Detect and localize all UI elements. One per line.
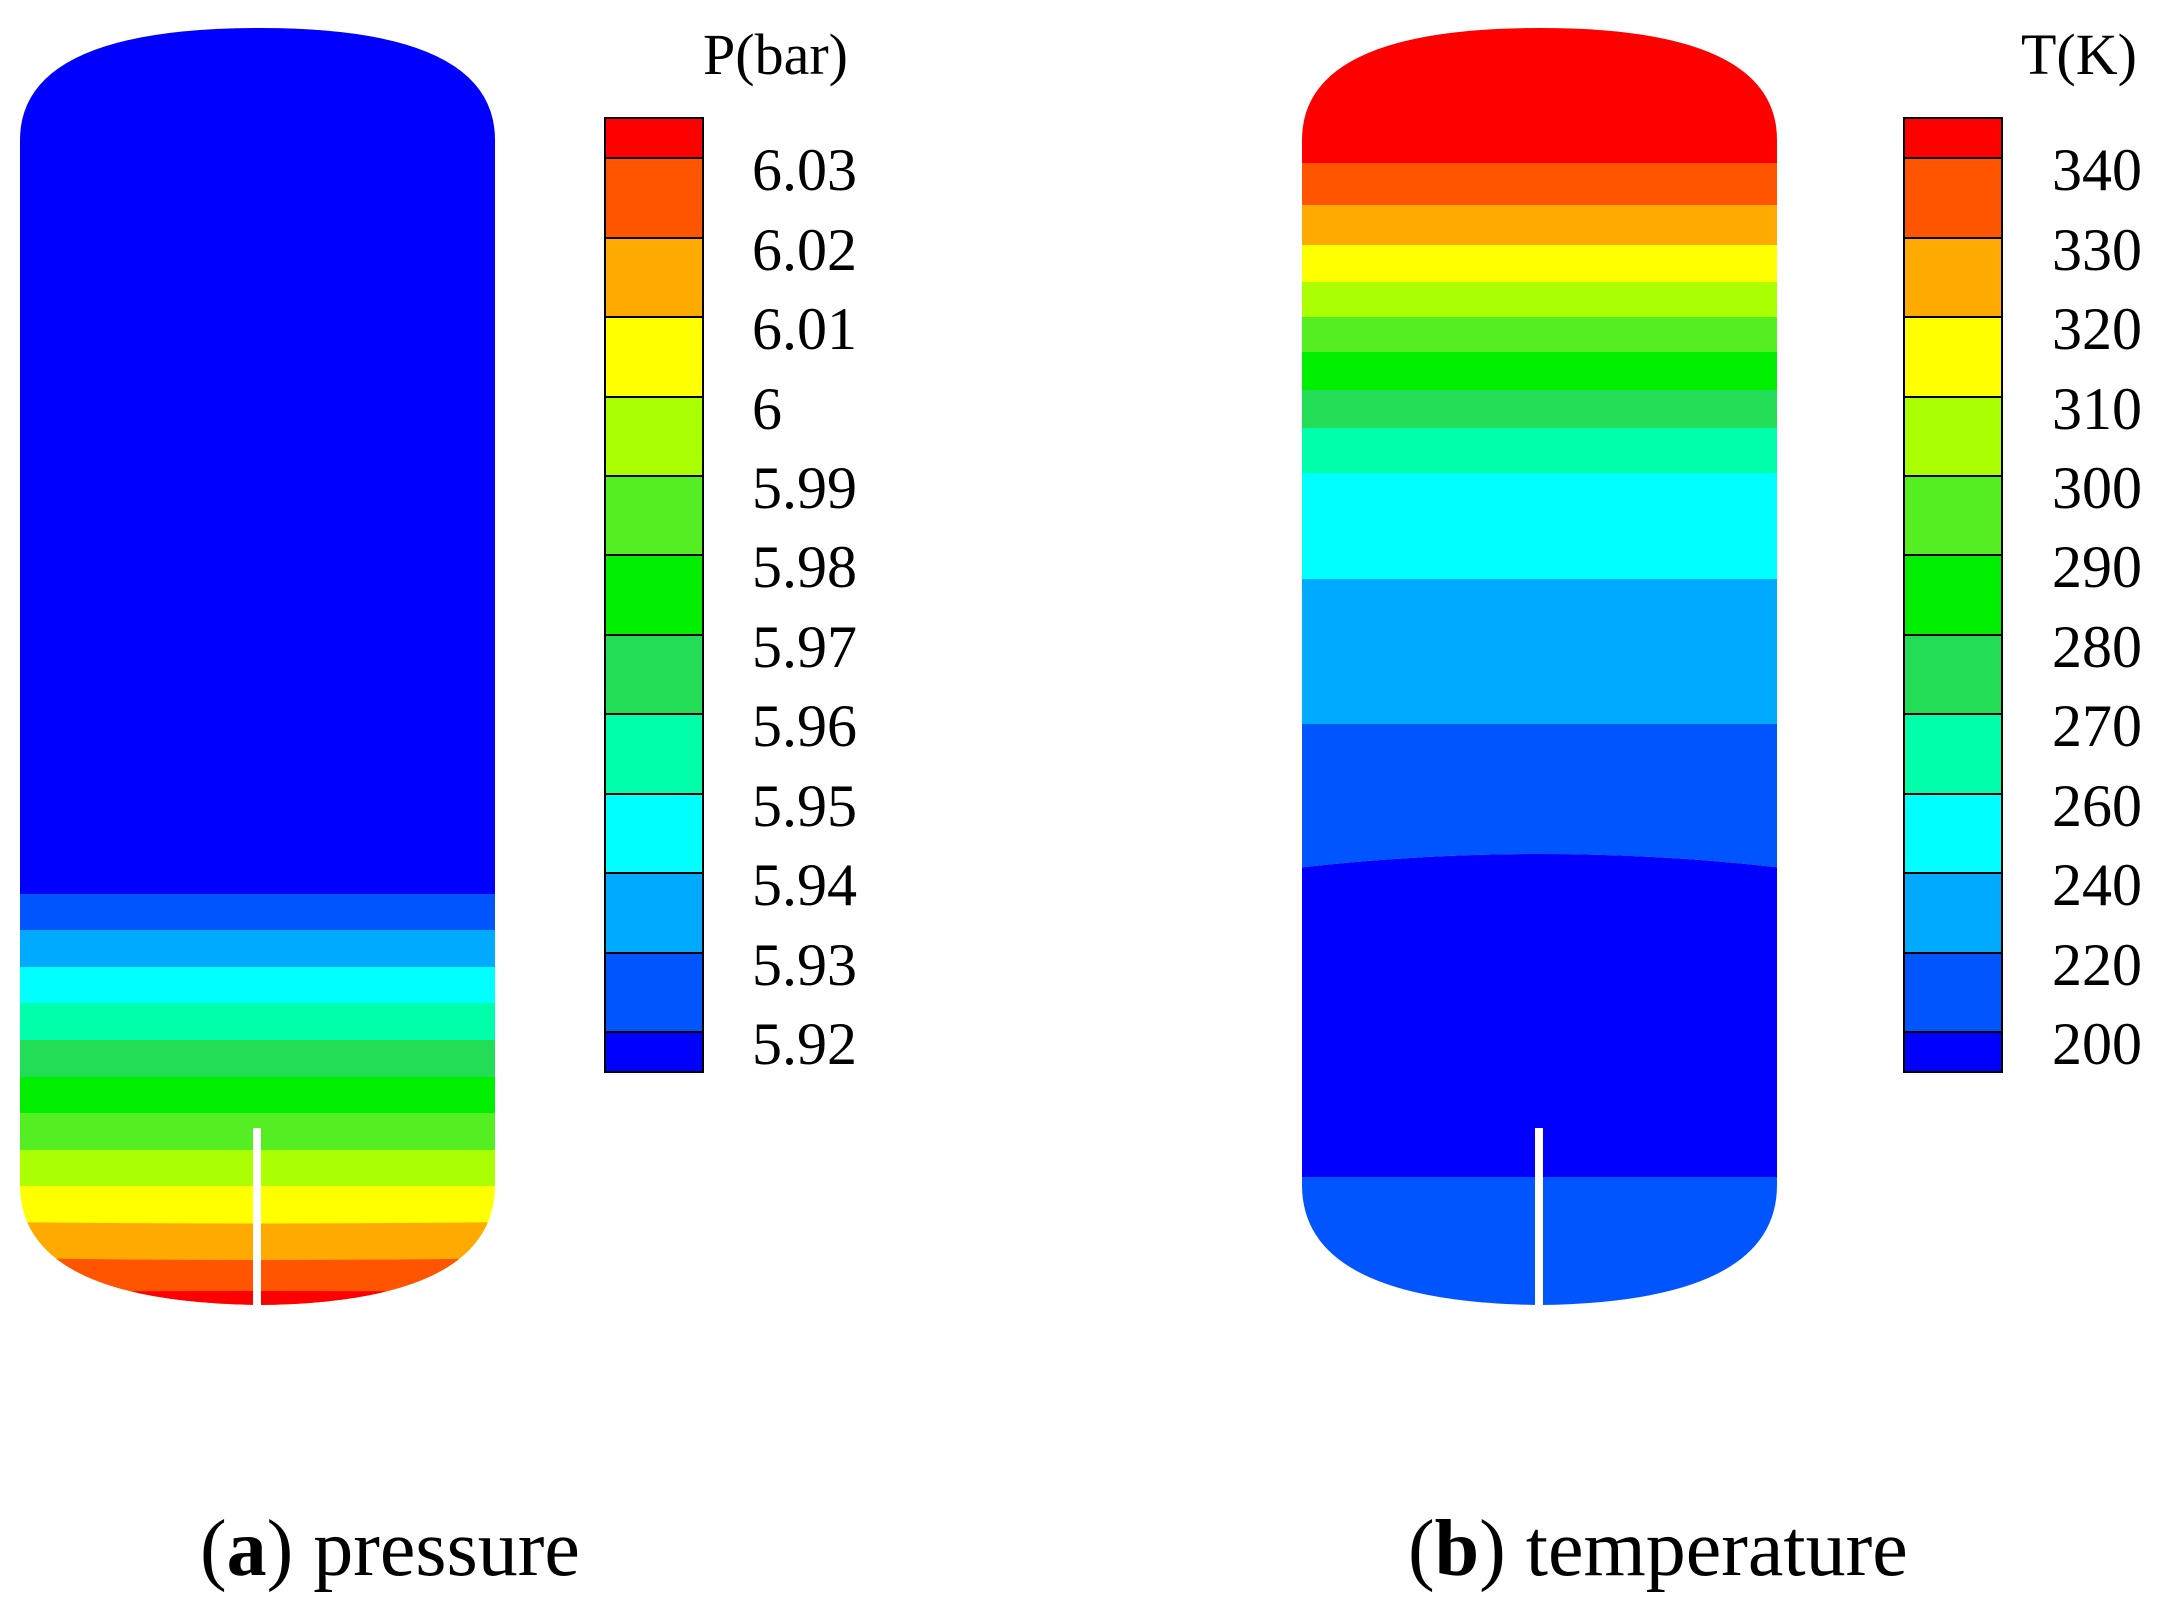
pressure-band-595 bbox=[20, 967, 495, 1004]
temperature-colorbar-cell-12 bbox=[1903, 952, 2003, 1033]
temperature-tick-label: 280 bbox=[2052, 614, 2142, 680]
pressure-colorbar-cell-9 bbox=[604, 713, 704, 795]
temperature-band-240 bbox=[1302, 473, 1777, 580]
temperature-tick-label: 320 bbox=[2052, 296, 2142, 362]
pressure-colorbar-cell-10 bbox=[604, 793, 704, 874]
temperature-tick-label: 220 bbox=[2052, 932, 2142, 998]
temperature-tick-label: 290 bbox=[2052, 534, 2142, 600]
pressure-colorbar-title: P(bar) bbox=[703, 22, 848, 87]
temperature-colorbar-cell-8 bbox=[1903, 634, 2003, 715]
temperature-caption: (b) temperature bbox=[1408, 1505, 1908, 1593]
pressure-band-596 bbox=[20, 1003, 495, 1041]
pressure-colorbar-cell-5 bbox=[604, 396, 704, 477]
pressure-panel: P(bar) 6.03 6.02 6.01 6 5.99 5.98 5.97 5… bbox=[20, 22, 857, 1593]
pressure-colorbar-cell-12 bbox=[604, 952, 704, 1033]
temperature-colorbar-cell-10 bbox=[1903, 793, 2003, 874]
pressure-tick-label: 6.02 bbox=[752, 217, 857, 283]
temperature-band-290 bbox=[1302, 317, 1777, 353]
temperature-band-260 bbox=[1302, 428, 1777, 474]
pressure-tick-label: 5.94 bbox=[752, 852, 857, 918]
pressure-tick-label: 5.92 bbox=[752, 1011, 857, 1077]
pressure-caption-text: pressure bbox=[313, 1505, 580, 1593]
pressure-colorbar-cell-7 bbox=[604, 554, 704, 636]
temperature-colorbar-title: T(K) bbox=[2021, 22, 2137, 87]
temperature-colorbar-cell-4 bbox=[1903, 316, 2003, 398]
pressure-caption-letter: a bbox=[227, 1505, 267, 1593]
temperature-band-340 bbox=[1302, 28, 1777, 164]
pressure-tick-label: 5.99 bbox=[752, 455, 857, 521]
pressure-colorbar-cell-4 bbox=[604, 316, 704, 398]
temperature-colorbar-cell-6 bbox=[1903, 475, 2003, 556]
temperature-colorbar bbox=[1903, 117, 2003, 1073]
temperature-colorbar-cell-2 bbox=[1903, 157, 2003, 239]
temperature-band-310 bbox=[1302, 245, 1777, 283]
temperature-band-210 bbox=[1302, 724, 1777, 870]
temperature-band-300 bbox=[1302, 282, 1777, 318]
temperature-band-270 bbox=[1302, 390, 1777, 429]
pressure-colorbar-cell-8 bbox=[604, 634, 704, 715]
temperature-inlet-pipe bbox=[1535, 1128, 1543, 1308]
pressure-colorbar-cell-1 bbox=[604, 117, 704, 159]
pressure-tick-label: 5.96 bbox=[752, 693, 857, 759]
temperature-band-280 bbox=[1302, 352, 1777, 391]
pressure-colorbar-cell-6 bbox=[604, 475, 704, 556]
pressure-tick-label: 5.93 bbox=[752, 932, 857, 998]
pressure-colorbar-cell-13 bbox=[604, 1031, 704, 1073]
pressure-colorbar-cell-3 bbox=[604, 237, 704, 318]
pressure-colorbar-cell-2 bbox=[604, 157, 704, 239]
temperature-band-200 bbox=[1302, 854, 1777, 1178]
temperature-colorbar-cell-11 bbox=[1903, 872, 2003, 954]
pressure-band-598 bbox=[20, 1077, 495, 1114]
temperature-caption-letter: b bbox=[1435, 1505, 1480, 1593]
pressure-tick-label: 6.01 bbox=[752, 296, 857, 362]
temperature-colorbar-cell-13 bbox=[1903, 1031, 2003, 1073]
pressure-band-592 bbox=[20, 28, 495, 895]
temperature-colorbar-cell-9 bbox=[1903, 713, 2003, 795]
temperature-band-320 bbox=[1302, 205, 1777, 246]
temperature-tick-label: 340 bbox=[2052, 137, 2142, 203]
temperature-caption-text: temperature bbox=[1526, 1505, 1908, 1593]
temperature-tick-label: 310 bbox=[2052, 376, 2142, 442]
temperature-tick-label: 330 bbox=[2052, 217, 2142, 283]
temperature-tick-label: 240 bbox=[2052, 852, 2142, 918]
pressure-inlet-pipe bbox=[253, 1128, 261, 1308]
temperature-tick-label: 270 bbox=[2052, 693, 2142, 759]
temperature-band-220 bbox=[1302, 579, 1777, 725]
pressure-tick-label: 5.97 bbox=[752, 614, 857, 680]
pressure-colorbar-cell-11 bbox=[604, 872, 704, 954]
pressure-tick-label: 6 bbox=[752, 376, 782, 442]
pressure-tick-label: 5.95 bbox=[752, 773, 857, 839]
pressure-colorbar bbox=[604, 117, 704, 1073]
temperature-panel: T(K) 340 330 320 310 300 290 280 270 260… bbox=[1302, 22, 2142, 1593]
temperature-colorbar-cell-7 bbox=[1903, 554, 2003, 636]
temperature-tick-label: 200 bbox=[2052, 1011, 2142, 1077]
temperature-colorbar-cell-5 bbox=[1903, 396, 2003, 477]
temperature-band-330 bbox=[1302, 163, 1777, 206]
temperature-tick-label: 300 bbox=[2052, 455, 2142, 521]
temperature-tick-label: 260 bbox=[2052, 773, 2142, 839]
pressure-caption: (a) pressure bbox=[200, 1505, 580, 1593]
temperature-colorbar-cell-1 bbox=[1903, 117, 2003, 159]
temperature-colorbar-cell-3 bbox=[1903, 237, 2003, 318]
pressure-band-594 bbox=[20, 930, 495, 968]
pressure-band-597 bbox=[20, 1040, 495, 1078]
pressure-tick-label: 5.98 bbox=[752, 534, 857, 600]
pressure-tick-label: 6.03 bbox=[752, 137, 857, 203]
pressure-band-593 bbox=[20, 894, 495, 931]
